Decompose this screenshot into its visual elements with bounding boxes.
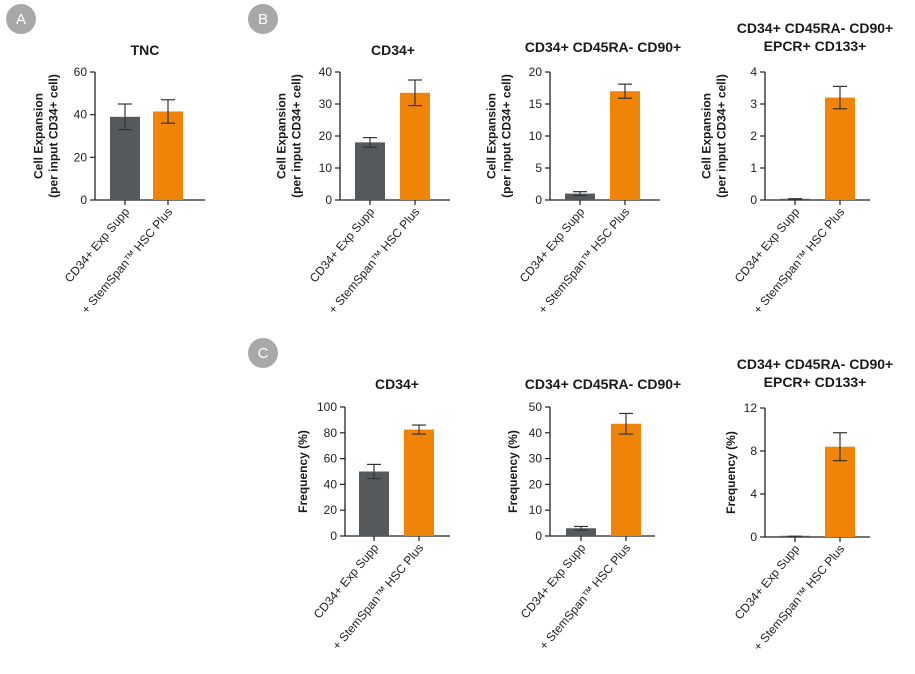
y-tick-label: 30 xyxy=(529,452,543,466)
y-tick-label: 20 xyxy=(529,65,543,79)
y-tick-label: 10 xyxy=(529,503,543,517)
y-axis-label: Frequency (%) xyxy=(296,430,310,513)
category-label: + StemSpan™ HSC Plus xyxy=(751,542,848,653)
panel-badge-c: C xyxy=(248,338,278,368)
category-label: + StemSpan™ HSC Plus xyxy=(536,205,633,316)
chart-title: CD34+ CD45RA- CD90+ xyxy=(737,20,893,36)
y-tick-label: 4 xyxy=(750,65,757,79)
chart-title: CD34+ xyxy=(375,376,419,392)
y-axis-label: Frequency (%) xyxy=(724,431,738,514)
y-tick-label: 0 xyxy=(535,193,542,207)
y-axis-label: Cell Expansion xyxy=(32,93,46,179)
bar-treatment xyxy=(153,111,183,200)
panel-badge-a-circle xyxy=(6,4,36,34)
y-tick-label: 2 xyxy=(750,129,757,143)
y-tick-label: 10 xyxy=(529,129,543,143)
y-tick-label: 10 xyxy=(319,161,333,175)
chart-title: CD34+ xyxy=(371,42,415,58)
y-tick-label: 0 xyxy=(325,193,332,207)
y-tick-label: 20 xyxy=(324,503,338,517)
panel-badge-a-letter: A xyxy=(16,11,26,28)
y-tick-label: 100 xyxy=(317,400,337,414)
y-axis-label: (per input CD34+ cell) xyxy=(500,74,514,198)
chart-title: CD34+ CD45RA- CD90+ xyxy=(737,356,893,372)
panel-badge-a: A xyxy=(6,4,36,34)
bar-control xyxy=(566,528,596,536)
y-tick-label: 40 xyxy=(324,477,338,491)
y-axis-label: Cell Expansion xyxy=(275,93,289,179)
panel-badge-c-circle xyxy=(248,338,278,368)
category-label: + StemSpan™ HSC Plus xyxy=(537,541,634,652)
y-tick-label: 20 xyxy=(319,129,333,143)
y-tick-label: 0 xyxy=(80,193,87,207)
chart-title: CD34+ CD45RA- CD90+ xyxy=(525,39,681,55)
y-tick-label: 60 xyxy=(74,65,88,79)
category-label: + StemSpan™ HSC Plus xyxy=(326,205,423,316)
y-tick-label: 50 xyxy=(529,400,543,414)
y-axis-label: Frequency (%) xyxy=(506,430,520,513)
category-label: + StemSpan™ HSC Plus xyxy=(330,541,427,652)
bar-control xyxy=(359,471,389,536)
y-tick-label: 15 xyxy=(529,97,543,111)
bar-treatment xyxy=(825,446,855,537)
y-axis-label: (per input CD34+ cell) xyxy=(290,74,304,198)
panel-badge-b-circle xyxy=(248,4,278,34)
y-axis-label: (per input CD34+ cell) xyxy=(47,74,61,198)
chart-title: EPCR+ CD133+ xyxy=(764,374,867,390)
y-tick-label: 1 xyxy=(750,161,757,175)
chart-title: EPCR+ CD133+ xyxy=(764,38,867,54)
y-axis-label: (per input CD34+ cell) xyxy=(715,74,729,198)
bar-control xyxy=(355,142,385,200)
y-tick-label: 20 xyxy=(74,150,88,164)
y-tick-label: 3 xyxy=(750,97,757,111)
chart-title: TNC xyxy=(131,42,160,58)
category-label: + StemSpan™ HSC Plus xyxy=(751,205,848,316)
y-tick-label: 12 xyxy=(744,401,758,415)
y-tick-label: 40 xyxy=(529,426,543,440)
bar-treatment xyxy=(404,429,434,536)
y-axis-label: Cell Expansion xyxy=(700,93,714,179)
y-tick-label: 30 xyxy=(319,97,333,111)
y-axis-label: Cell Expansion xyxy=(485,93,499,179)
category-label: + StemSpan™ HSC Plus xyxy=(79,205,176,316)
bar-treatment xyxy=(825,97,855,200)
y-tick-label: 80 xyxy=(324,426,338,440)
panel-badge-b: B xyxy=(248,4,278,34)
bar-treatment xyxy=(400,92,430,200)
panel-badge-b-letter: B xyxy=(258,11,268,28)
y-tick-label: 60 xyxy=(324,452,338,466)
chart-title: CD34+ CD45RA- CD90+ xyxy=(525,376,681,392)
y-tick-label: 20 xyxy=(529,477,543,491)
y-tick-label: 4 xyxy=(750,487,757,501)
y-tick-label: 40 xyxy=(319,65,333,79)
bar-control xyxy=(110,116,140,200)
y-tick-label: 0 xyxy=(535,529,542,543)
y-tick-label: 8 xyxy=(750,444,757,458)
bar-treatment xyxy=(610,91,640,200)
y-tick-label: 0 xyxy=(750,530,757,544)
panel-badge-c-letter: C xyxy=(258,345,269,362)
bar-control xyxy=(565,193,595,200)
y-tick-label: 40 xyxy=(74,108,88,122)
y-tick-label: 5 xyxy=(535,161,542,175)
y-tick-label: 0 xyxy=(330,529,337,543)
y-tick-label: 0 xyxy=(750,193,757,207)
bar-treatment xyxy=(611,423,641,536)
